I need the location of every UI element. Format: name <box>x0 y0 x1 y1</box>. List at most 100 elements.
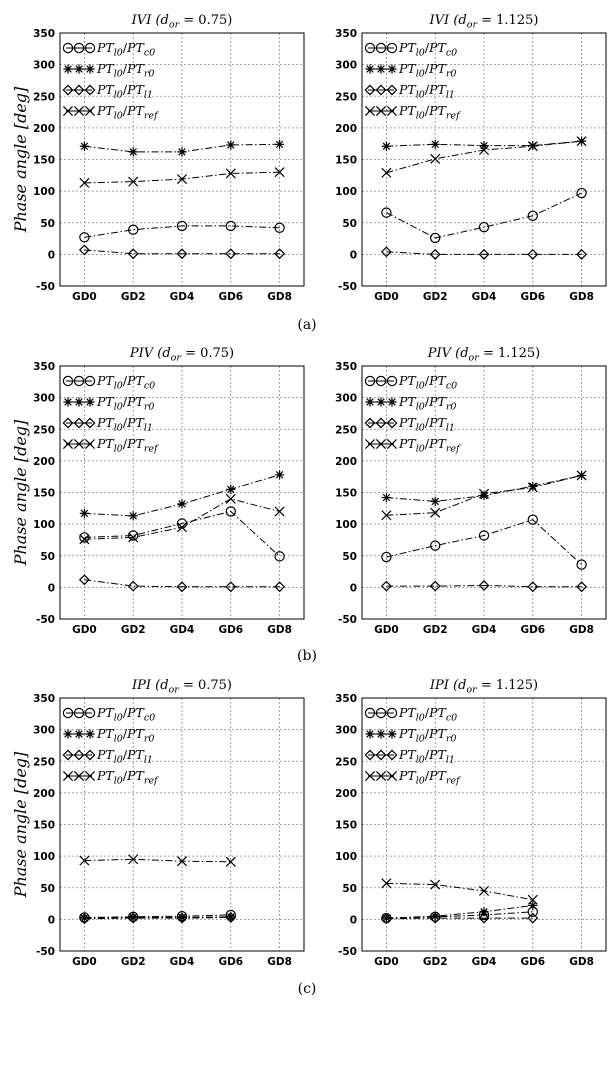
series <box>78 244 286 260</box>
y-tick-label: 150 <box>335 155 357 167</box>
diamond-marker <box>386 417 398 429</box>
x-marker <box>62 438 74 450</box>
series <box>79 854 236 867</box>
subfigure-label: (c) <box>298 981 317 997</box>
series <box>381 906 539 924</box>
diamond-marker <box>386 749 398 761</box>
chart-title: IPI (dor​ = 1.125) <box>429 678 538 696</box>
chart-panel: 350 300 250 200 150 100 50 0 -50 GD0 GD2 GD4 GD6 GD8 I… <box>11 13 305 303</box>
y-tick-label: -50 <box>338 281 357 293</box>
chart-panel: 350 300 250 200 150 100 50 0 -50 GD0 GD2 GD4 GD6 GD8 I… <box>11 678 305 968</box>
diamond-marker <box>375 84 387 96</box>
star-marker <box>74 729 84 739</box>
y-tick-label: -50 <box>36 946 55 958</box>
series <box>381 900 538 923</box>
series <box>79 493 285 545</box>
circle-marker <box>478 530 490 541</box>
star-marker <box>365 397 375 407</box>
diamond-marker <box>478 580 490 591</box>
star-marker <box>387 397 397 407</box>
diamond-marker <box>364 417 376 429</box>
circle-marker <box>430 232 441 244</box>
x-tick-label: GD2 <box>423 291 448 303</box>
x-tick-label: GD8 <box>569 956 594 968</box>
series-line <box>84 916 231 920</box>
x-tick-label: GD0 <box>374 291 399 303</box>
series <box>79 909 236 923</box>
star-marker <box>387 729 397 739</box>
series <box>79 139 285 157</box>
star-marker <box>275 470 285 480</box>
star-marker <box>79 141 89 151</box>
circle-marker <box>62 375 74 387</box>
x-tick-label: GD8 <box>267 624 292 636</box>
star-marker <box>479 907 489 917</box>
legend-entry: PTl0​/PTref​ <box>96 436 159 455</box>
chart-title: PIV (dor​ = 0.75) <box>129 346 234 364</box>
x-marker <box>176 522 188 533</box>
legend: PTl0​/PTc0​ PTl0​/PTr0​ PTl0​/PTl1​ PTl0​/P… <box>364 40 461 122</box>
series <box>79 167 285 188</box>
y-tick-label: 0 <box>48 249 55 261</box>
legend-entry: PTl0​/PTc0​ <box>398 705 457 724</box>
series-line <box>386 584 582 588</box>
x-marker <box>381 878 392 889</box>
series <box>381 470 587 506</box>
circle-marker <box>79 232 90 243</box>
series-line <box>386 882 533 901</box>
star-marker <box>177 499 187 509</box>
y-tick-label: 150 <box>33 155 55 167</box>
chart-title: IPI (dor​ = 0.75) <box>131 678 232 696</box>
star-marker <box>85 397 95 407</box>
y-tick-label: 100 <box>33 519 55 531</box>
circle-marker <box>576 559 587 570</box>
star-marker <box>85 64 95 74</box>
y-tick-label: 250 <box>335 756 357 768</box>
y-tick-label: 350 <box>33 361 55 373</box>
diamond-marker <box>176 912 188 924</box>
series <box>78 574 286 593</box>
x-marker <box>478 488 490 499</box>
y-tick-label: 0 <box>48 914 55 926</box>
x-tick-label: GD2 <box>121 291 146 303</box>
star-marker <box>79 913 89 923</box>
x-tick-label: GD0 <box>374 624 399 636</box>
circle-marker <box>274 222 285 234</box>
legend: PTl0​/PTc0​ PTl0​/PTr0​ PTl0​/PTl1​ PTl0​/P… <box>62 40 159 122</box>
y-tick-label: -50 <box>36 281 55 293</box>
star-marker <box>381 141 391 151</box>
series-line <box>84 914 231 918</box>
y-tick-label: -50 <box>36 614 55 626</box>
diamond-marker <box>176 248 188 260</box>
diamond-marker <box>84 84 96 96</box>
legend-entry: PTl0​/PTl1​ <box>398 82 455 101</box>
x-marker <box>62 105 74 117</box>
y-tick-label: 0 <box>48 582 55 594</box>
star-marker <box>528 900 538 911</box>
legend-entry: PTl0​/PTr0​ <box>398 394 456 413</box>
series-line <box>84 249 280 255</box>
y-tick-label: 300 <box>335 60 357 72</box>
x-tick-label: GD6 <box>520 956 545 968</box>
star-marker <box>430 911 440 921</box>
diamond-marker <box>127 912 139 924</box>
chart-title: PIV (dor​ = 1.125) <box>427 346 541 364</box>
y-tick-label: 350 <box>335 693 357 705</box>
legend-entry: PTl0​/PTr0​ <box>96 726 154 745</box>
x-tick-label: GD8 <box>267 291 292 303</box>
x-tick-label: GD2 <box>423 624 448 636</box>
diamond-marker <box>429 912 441 924</box>
circle-marker <box>62 707 74 719</box>
circle-marker <box>527 210 539 221</box>
x-marker <box>478 885 490 896</box>
x-tick-label: GD8 <box>569 624 594 636</box>
plot-frame <box>361 32 607 287</box>
legend-entry: PTl0​/PTref​ <box>398 103 461 122</box>
y-tick-label: -50 <box>338 946 357 958</box>
x-marker <box>576 470 587 481</box>
star-marker <box>479 491 489 501</box>
x-tick-label: GD8 <box>569 291 594 303</box>
series <box>381 878 538 905</box>
star-marker <box>430 139 440 149</box>
legend-entry: PTl0​/PTc0​ <box>96 40 155 59</box>
